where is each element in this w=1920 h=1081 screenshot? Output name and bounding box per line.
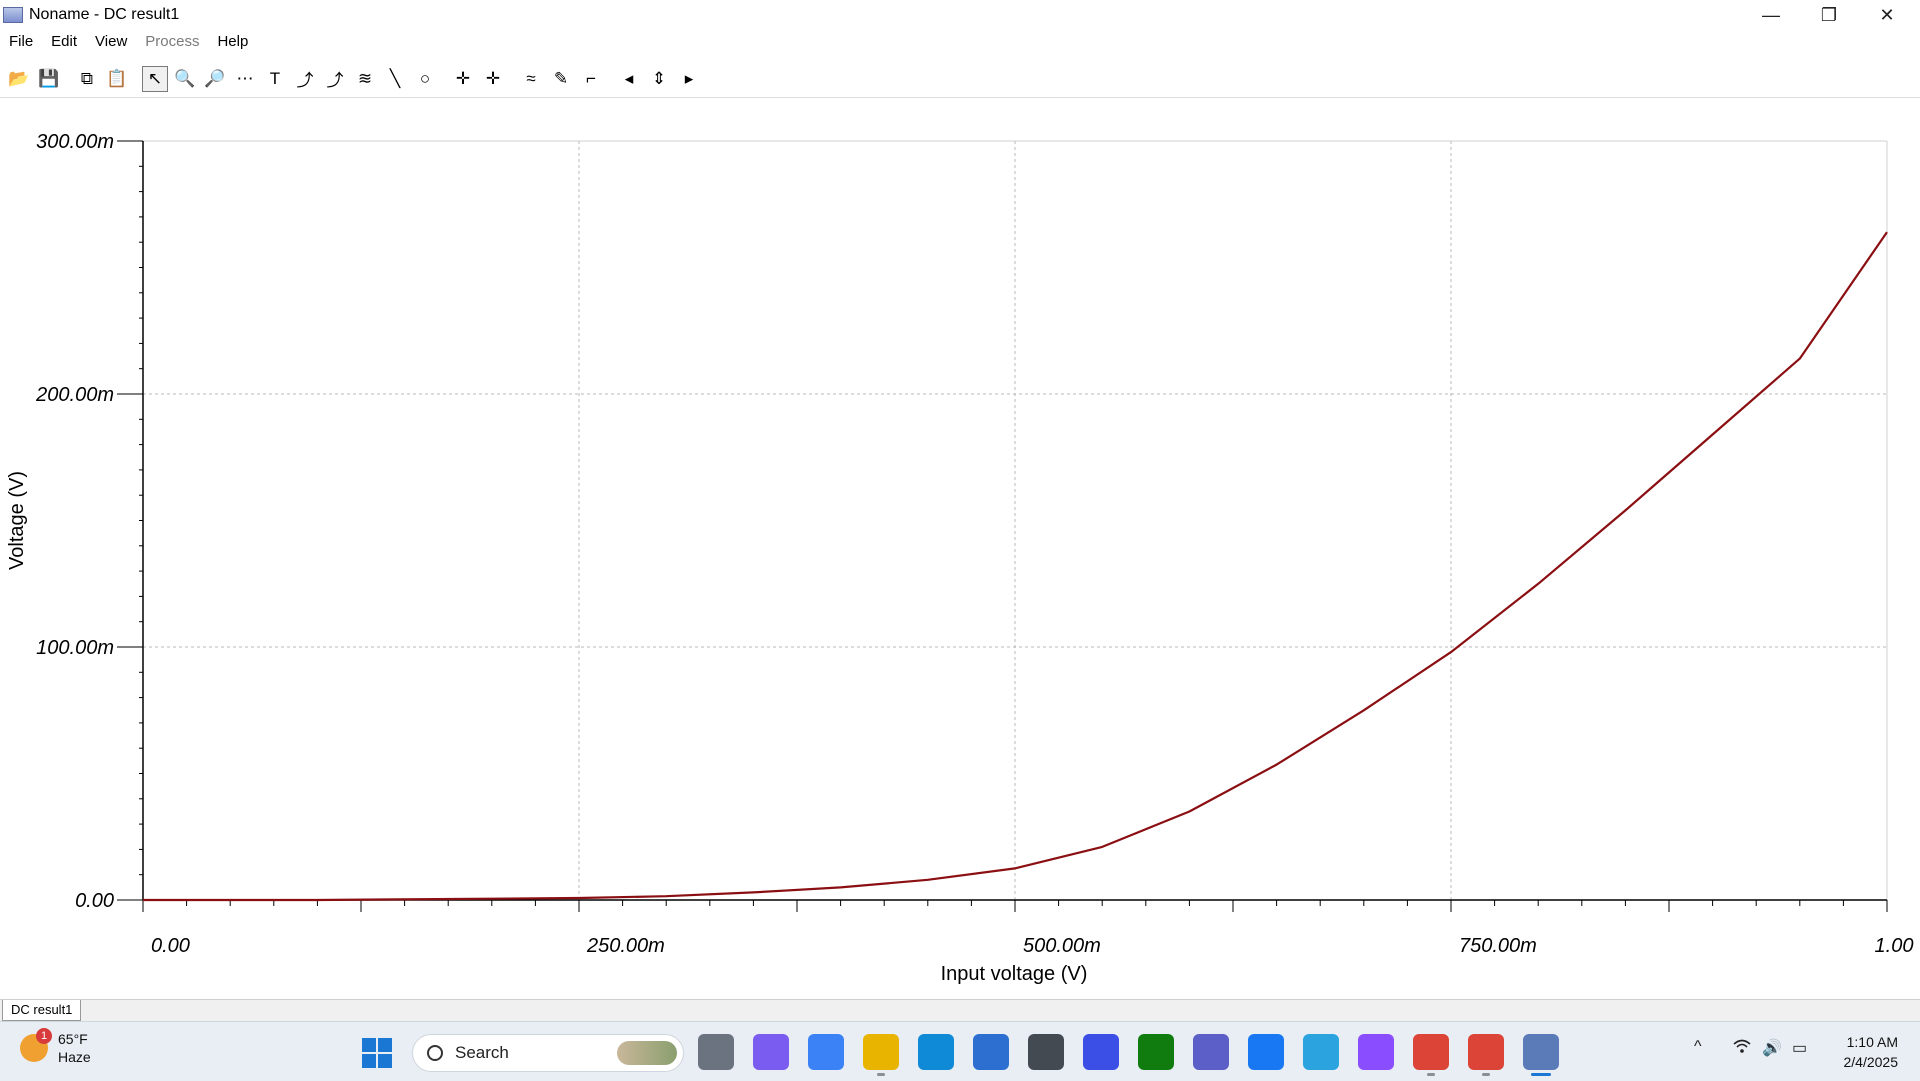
window-title: Noname - DC result1 <box>29 6 180 23</box>
chrome-2-icon[interactable] <box>1468 1034 1504 1076</box>
messenger-icon[interactable] <box>1358 1034 1394 1070</box>
clock-time: 1:10 AM <box>1846 1034 1898 1050</box>
curve-label-icon[interactable]: ⤴ <box>296 71 314 90</box>
telegram-icon[interactable] <box>1303 1034 1339 1070</box>
close-button[interactable]: ✕ <box>1879 4 1895 25</box>
menu-help[interactable]: Help <box>217 32 249 50</box>
search-icon <box>427 1045 443 1061</box>
todo-icon[interactable] <box>808 1034 844 1070</box>
tray-chevron-icon[interactable]: ^ <box>1694 1038 1702 1055</box>
waveform-icon[interactable]: ≈ <box>526 68 536 88</box>
cursor-a-icon[interactable]: ✛ <box>455 68 471 88</box>
menu-bar: File Edit View Process Help <box>0 30 1920 52</box>
file-explorer-icon[interactable] <box>863 1034 899 1076</box>
arrow-updown-icon[interactable]: ⇕ <box>651 68 667 88</box>
y-tick-label: 100.00m <box>36 637 114 659</box>
title-bar: Noname - DC result1 — ❐ ✕ <box>0 0 1920 30</box>
teams-icon[interactable] <box>1193 1034 1229 1070</box>
plot-area: 0.00 250.00m 500.00m 750.00m 1.00 0.00 100.00m… <box>0 99 1920 999</box>
cursor-b-icon[interactable]: ✛ <box>485 68 501 88</box>
curve-label-2-icon[interactable]: ⤴ <box>326 71 344 90</box>
menu-process[interactable]: Process <box>145 32 200 50</box>
app-logo-icon <box>3 7 23 23</box>
taskbar: 1 65°F Haze Search ^ 🔊 ▭ 1:10 AM 2/4/202… <box>0 1021 1920 1081</box>
start-button[interactable] <box>362 1038 392 1068</box>
app-cube-icon[interactable] <box>1028 1034 1064 1070</box>
y-tick-label: 0.00 <box>75 890 114 912</box>
weather-widget[interactable]: 1 65°F Haze <box>20 1028 91 1066</box>
volume-icon[interactable]: 🔊 <box>1762 1040 1782 1057</box>
series-line <box>143 231 1888 902</box>
zoom-in-icon[interactable]: 🔍 <box>174 68 196 88</box>
facebook-icon[interactable] <box>1248 1034 1284 1070</box>
ellipse-tool-icon[interactable]: ○ <box>419 68 431 88</box>
x-tick-label: 0.00 <box>151 935 190 957</box>
menu-view[interactable]: View <box>95 32 128 50</box>
sheet-tab-bar: DC result1 <box>0 999 1920 1022</box>
toolbar: 📂 💾 ⧉ 📋 ↖ 🔍 🔎 ⋯ T ⤴ ⤴ ≋ ╲ ○ ✛ ✛ ≈ ✎ ⌐ ◂ ⇕ ▸ <box>0 60 1920 98</box>
paste-icon[interactable]: 📋 <box>106 68 128 88</box>
windows-logo-icon <box>362 1038 376 1052</box>
arrow-right-icon[interactable]: ▸ <box>684 68 694 88</box>
weather-badge: 1 <box>36 1028 52 1044</box>
open-folder-icon[interactable]: 📂 <box>8 68 30 88</box>
probe-icon[interactable]: ✎ <box>553 68 569 88</box>
clock[interactable]: 1:10 AM 2/4/2025 <box>1844 1032 1899 1072</box>
weather-condition: Haze <box>58 1049 91 1065</box>
x-tick-label: 250.00m <box>586 935 665 957</box>
taskbar-search[interactable]: Search <box>412 1034 684 1072</box>
chrome-icon[interactable] <box>1413 1034 1449 1076</box>
search-highlight-image <box>617 1041 677 1065</box>
search-label: Search <box>455 1043 509 1062</box>
y-tick-label: 200.00m <box>35 384 114 406</box>
store-icon[interactable] <box>973 1034 1009 1070</box>
weather-temp: 65°F <box>58 1031 88 1047</box>
legend-icon[interactable]: ≋ <box>357 68 373 88</box>
task-view-icon[interactable] <box>698 1034 734 1070</box>
clock-date: 2/4/2025 <box>1843 1054 1899 1070</box>
arrow-left-icon[interactable]: ◂ <box>624 68 634 88</box>
step-response-icon[interactable]: ⌐ <box>586 68 596 88</box>
minimize-button[interactable]: — <box>1762 4 1780 25</box>
app-m-icon[interactable] <box>1083 1034 1119 1070</box>
wifi-icon[interactable] <box>1732 1038 1752 1059</box>
menu-file[interactable]: File <box>9 32 34 50</box>
save-icon[interactable]: 💾 <box>38 68 60 88</box>
xbox-icon[interactable] <box>1138 1034 1174 1070</box>
restore-button[interactable]: ❐ <box>1820 4 1838 25</box>
menu-edit[interactable]: Edit <box>51 32 78 50</box>
line-tool-icon[interactable]: ╲ <box>389 68 401 88</box>
x-tick-label: 750.00m <box>1459 935 1537 957</box>
y-tick-label: 300.00m <box>36 131 114 153</box>
zoom-100-icon[interactable]: 🔎 <box>204 68 226 88</box>
battery-icon[interactable]: ▭ <box>1792 1040 1808 1057</box>
text-tool-icon[interactable]: T <box>269 68 281 88</box>
y-axis-label: Voltage (V) <box>6 471 28 570</box>
x-tick-label: 1.00 <box>1875 935 1914 957</box>
tab-dc-result1[interactable]: DC result1 <box>2 1000 82 1021</box>
copy-icon[interactable]: ⧉ <box>80 68 94 88</box>
select-arrow-icon[interactable]: ↖ <box>142 65 168 92</box>
dc-result-chart: 0.00 250.00m 500.00m 750.00m 1.00 0.00 100.00m… <box>6 131 1914 985</box>
grid-icon[interactable]: ⋯ <box>236 68 254 88</box>
x-axis-label: Input voltage (V) <box>941 963 1088 985</box>
x-tick-label: 500.00m <box>1023 935 1101 957</box>
tina-app-icon[interactable] <box>1523 1034 1559 1076</box>
weather-sun-icon: 1 <box>20 1028 52 1062</box>
edge-icon[interactable] <box>918 1034 954 1070</box>
copilot-icon[interactable] <box>753 1034 789 1070</box>
